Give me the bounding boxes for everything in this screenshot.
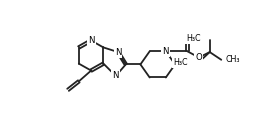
Text: H₃C: H₃C [173,58,187,67]
Text: H₃C: H₃C [186,34,200,43]
Text: N: N [163,47,169,56]
Text: N: N [115,48,121,57]
Text: O: O [195,53,202,62]
Text: N: N [88,36,94,45]
Text: N: N [113,71,119,80]
Text: O: O [184,34,191,43]
Text: CH₃: CH₃ [225,55,240,64]
